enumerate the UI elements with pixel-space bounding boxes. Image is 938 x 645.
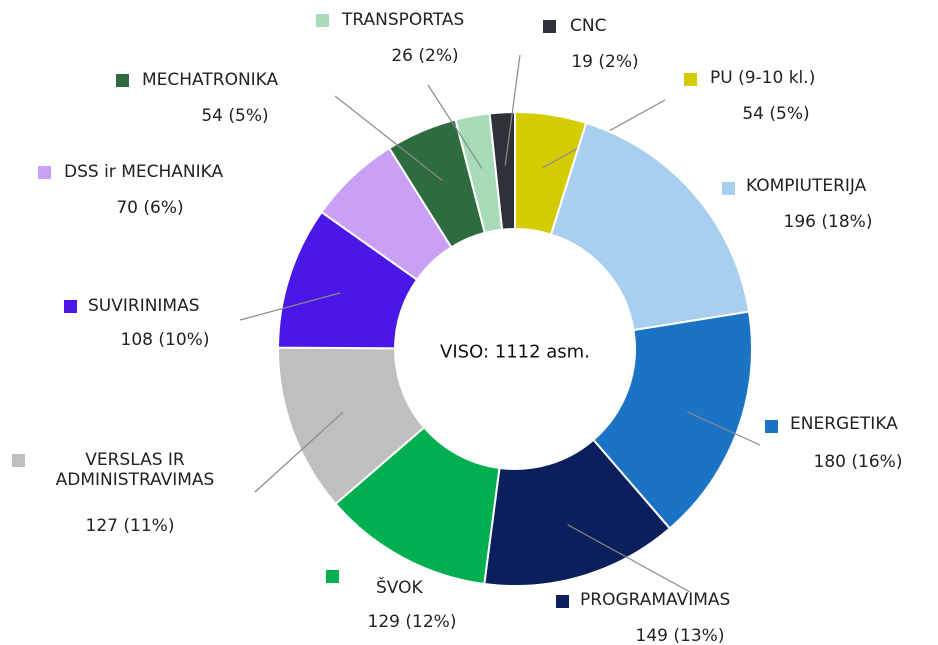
category-label: MECHATRONIKA bbox=[142, 70, 279, 90]
donut-slice bbox=[591, 310, 753, 530]
value-label: 108 (10%) bbox=[120, 330, 210, 350]
center-label: VISO: 1112 asm. bbox=[440, 341, 590, 363]
category-label: SUVIRINIMAS bbox=[88, 296, 200, 316]
leader-line bbox=[427, 84, 483, 169]
category-label: CNC bbox=[570, 16, 607, 36]
legend-swatch bbox=[12, 454, 25, 467]
leader-line bbox=[567, 524, 691, 593]
leader-line bbox=[334, 95, 443, 181]
legend-swatch bbox=[38, 166, 51, 179]
value-label: 26 (2%) bbox=[391, 46, 459, 66]
category-label: PU (9-10 kl.) bbox=[710, 68, 816, 88]
legend-swatch bbox=[116, 74, 129, 87]
value-label: 149 (13%) bbox=[635, 626, 725, 645]
legend-swatch bbox=[765, 420, 778, 433]
legend-swatch bbox=[556, 595, 569, 608]
legend-swatch bbox=[722, 182, 735, 195]
category-label: ŠVOK bbox=[376, 578, 423, 598]
category-label: TRANSPORTAS bbox=[342, 10, 465, 30]
leader-line bbox=[254, 412, 344, 493]
leader-line bbox=[687, 411, 761, 446]
category-label: ENERGETIKA bbox=[790, 414, 898, 434]
value-label: 70 (6%) bbox=[116, 198, 184, 218]
legend-swatch bbox=[316, 14, 329, 27]
value-label: 129 (12%) bbox=[367, 612, 457, 632]
legend-swatch bbox=[326, 570, 339, 583]
value-label: 54 (5%) bbox=[742, 104, 810, 124]
category-label: DSS ir MECHANIKA bbox=[64, 162, 224, 182]
donut-slice bbox=[549, 121, 751, 332]
value-label: 54 (5%) bbox=[201, 106, 269, 126]
category-label: KOMPIUTERIJA bbox=[746, 176, 867, 196]
value-label: 180 (16%) bbox=[813, 452, 903, 472]
legend-swatch bbox=[543, 20, 556, 33]
legend-swatch bbox=[684, 73, 697, 86]
value-label: 19 (2%) bbox=[571, 52, 639, 72]
category-label: PROGRAMAVIMAS bbox=[580, 590, 731, 610]
leader-line bbox=[239, 292, 341, 321]
legend-swatch bbox=[64, 300, 77, 313]
category-label: VERSLAS IR ADMINISTRAVIMAS bbox=[55, 450, 215, 490]
leader-line bbox=[504, 54, 521, 166]
value-label: 196 (18%) bbox=[783, 212, 873, 232]
value-label: 127 (11%) bbox=[85, 516, 175, 536]
